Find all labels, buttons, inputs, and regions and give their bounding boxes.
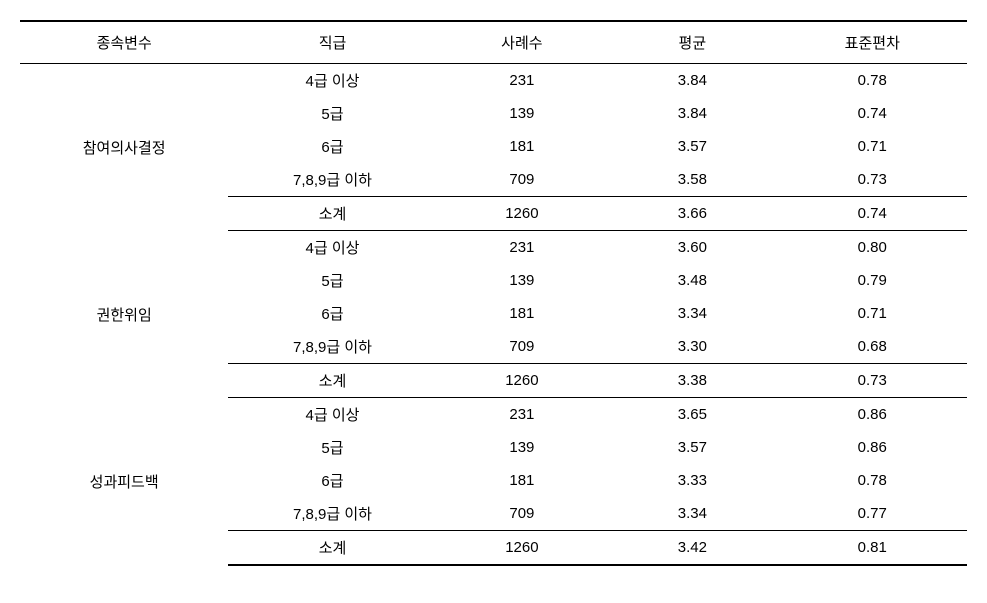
rank-cell: 6급 xyxy=(228,464,436,497)
n-cell: 231 xyxy=(437,398,607,432)
rank-cell: 5급 xyxy=(228,431,436,464)
table-body: 참여의사결정 4급 이상 231 3.84 0.78 5급 139 3.84 0… xyxy=(20,64,967,566)
table-row: 성과피드백 4급 이상 231 3.65 0.86 xyxy=(20,398,967,432)
mean-cell: 3.48 xyxy=(607,264,777,297)
mean-cell: 3.38 xyxy=(607,364,777,398)
rank-cell: 7,8,9급 이하 xyxy=(228,163,436,197)
rank-cell: 7,8,9급 이하 xyxy=(228,330,436,364)
depvar-cell: 참여의사결정 xyxy=(20,64,228,231)
depvar-cell: 성과피드백 xyxy=(20,398,228,566)
mean-cell: 3.57 xyxy=(607,431,777,464)
mean-cell: 3.34 xyxy=(607,297,777,330)
rank-cell: 소계 xyxy=(228,531,436,566)
rank-cell: 5급 xyxy=(228,264,436,297)
n-cell: 139 xyxy=(437,431,607,464)
sd-cell: 0.73 xyxy=(778,364,967,398)
col-header-rank: 직급 xyxy=(228,21,436,64)
mean-cell: 3.58 xyxy=(607,163,777,197)
mean-cell: 3.30 xyxy=(607,330,777,364)
n-cell: 139 xyxy=(437,264,607,297)
table-header-row: 종속변수 직급 사례수 평균 표준편차 xyxy=(20,21,967,64)
col-header-depvar: 종속변수 xyxy=(20,21,228,64)
n-cell: 1260 xyxy=(437,364,607,398)
rank-cell: 소계 xyxy=(228,197,436,231)
sd-cell: 0.71 xyxy=(778,297,967,330)
sd-cell: 0.68 xyxy=(778,330,967,364)
mean-cell: 3.34 xyxy=(607,497,777,531)
depvar-cell: 권한위임 xyxy=(20,231,228,398)
mean-cell: 3.60 xyxy=(607,231,777,265)
mean-cell: 3.42 xyxy=(607,531,777,566)
sd-cell: 0.78 xyxy=(778,64,967,98)
n-cell: 231 xyxy=(437,231,607,265)
n-cell: 181 xyxy=(437,464,607,497)
sd-cell: 0.77 xyxy=(778,497,967,531)
mean-cell: 3.66 xyxy=(607,197,777,231)
rank-cell: 4급 이상 xyxy=(228,398,436,432)
sd-cell: 0.86 xyxy=(778,398,967,432)
rank-cell: 7,8,9급 이하 xyxy=(228,497,436,531)
sd-cell: 0.78 xyxy=(778,464,967,497)
sd-cell: 0.79 xyxy=(778,264,967,297)
sd-cell: 0.81 xyxy=(778,531,967,566)
mean-cell: 3.84 xyxy=(607,64,777,98)
n-cell: 139 xyxy=(437,97,607,130)
col-header-n: 사례수 xyxy=(437,21,607,64)
stats-table: 종속변수 직급 사례수 평균 표준편차 참여의사결정 4급 이상 231 3.8… xyxy=(20,20,967,566)
n-cell: 1260 xyxy=(437,197,607,231)
n-cell: 1260 xyxy=(437,531,607,566)
n-cell: 709 xyxy=(437,163,607,197)
sd-cell: 0.74 xyxy=(778,197,967,231)
rank-cell: 소계 xyxy=(228,364,436,398)
n-cell: 709 xyxy=(437,497,607,531)
mean-cell: 3.65 xyxy=(607,398,777,432)
sd-cell: 0.73 xyxy=(778,163,967,197)
n-cell: 709 xyxy=(437,330,607,364)
mean-cell: 3.33 xyxy=(607,464,777,497)
n-cell: 181 xyxy=(437,130,607,163)
rank-cell: 6급 xyxy=(228,297,436,330)
rank-cell: 6급 xyxy=(228,130,436,163)
sd-cell: 0.74 xyxy=(778,97,967,130)
table-row: 권한위임 4급 이상 231 3.60 0.80 xyxy=(20,231,967,265)
table-row: 참여의사결정 4급 이상 231 3.84 0.78 xyxy=(20,64,967,98)
mean-cell: 3.57 xyxy=(607,130,777,163)
col-header-sd: 표준편차 xyxy=(778,21,967,64)
mean-cell: 3.84 xyxy=(607,97,777,130)
col-header-mean: 평균 xyxy=(607,21,777,64)
n-cell: 231 xyxy=(437,64,607,98)
n-cell: 181 xyxy=(437,297,607,330)
rank-cell: 4급 이상 xyxy=(228,231,436,265)
sd-cell: 0.71 xyxy=(778,130,967,163)
sd-cell: 0.86 xyxy=(778,431,967,464)
sd-cell: 0.80 xyxy=(778,231,967,265)
rank-cell: 4급 이상 xyxy=(228,64,436,98)
rank-cell: 5급 xyxy=(228,97,436,130)
